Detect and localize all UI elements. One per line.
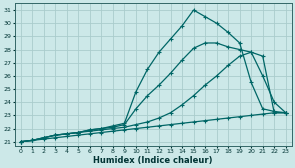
X-axis label: Humidex (Indice chaleur): Humidex (Indice chaleur) <box>94 156 213 164</box>
